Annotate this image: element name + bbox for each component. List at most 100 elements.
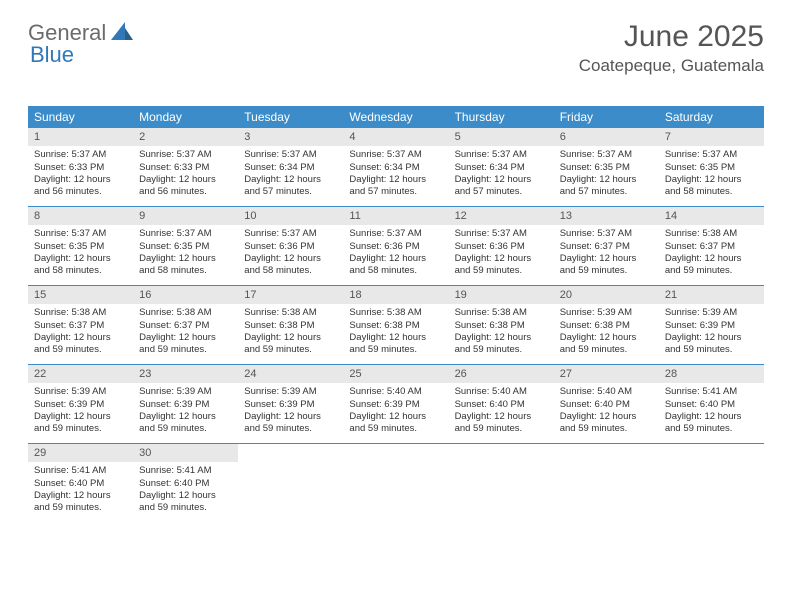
detail-line: Sunrise: 5:37 AM (34, 228, 127, 240)
day-cell: 25Sunrise: 5:40 AMSunset: 6:39 PMDayligh… (343, 365, 448, 443)
detail-line: Daylight: 12 hours (455, 332, 548, 344)
detail-line: Sunset: 6:34 PM (349, 162, 442, 174)
day-details: Sunrise: 5:40 AMSunset: 6:40 PMDaylight:… (449, 383, 554, 439)
day-number: 29 (28, 444, 133, 462)
detail-line: Sunset: 6:40 PM (139, 478, 232, 490)
day-cell: 28Sunrise: 5:41 AMSunset: 6:40 PMDayligh… (659, 365, 764, 443)
detail-line: Daylight: 12 hours (34, 411, 127, 423)
detail-line: Sunset: 6:36 PM (349, 241, 442, 253)
detail-line: Daylight: 12 hours (560, 411, 653, 423)
day-number: 20 (554, 286, 659, 304)
detail-line: and 58 minutes. (139, 265, 232, 277)
week-row: 29Sunrise: 5:41 AMSunset: 6:40 PMDayligh… (28, 444, 764, 522)
detail-line: and 59 minutes. (349, 423, 442, 435)
week-row: 1Sunrise: 5:37 AMSunset: 6:33 PMDaylight… (28, 128, 764, 207)
day-details: Sunrise: 5:38 AMSunset: 6:38 PMDaylight:… (449, 304, 554, 360)
day-number: 13 (554, 207, 659, 225)
detail-line: Daylight: 12 hours (560, 332, 653, 344)
detail-line: Sunset: 6:38 PM (455, 320, 548, 332)
day-details: Sunrise: 5:39 AMSunset: 6:38 PMDaylight:… (554, 304, 659, 360)
detail-line: Sunrise: 5:40 AM (560, 386, 653, 398)
day-cell: 3Sunrise: 5:37 AMSunset: 6:34 PMDaylight… (238, 128, 343, 206)
detail-line: Daylight: 12 hours (34, 253, 127, 265)
detail-line: Sunrise: 5:39 AM (560, 307, 653, 319)
detail-line: Sunrise: 5:38 AM (455, 307, 548, 319)
day-cell: 19Sunrise: 5:38 AMSunset: 6:38 PMDayligh… (449, 286, 554, 364)
detail-line: Sunrise: 5:40 AM (349, 386, 442, 398)
detail-line: Sunrise: 5:40 AM (455, 386, 548, 398)
detail-line: and 56 minutes. (139, 186, 232, 198)
detail-line: Daylight: 12 hours (455, 253, 548, 265)
header: General June 2025 Coatepeque, Guatemala (0, 0, 792, 84)
detail-line: Daylight: 12 hours (349, 332, 442, 344)
day-details: Sunrise: 5:38 AMSunset: 6:37 PMDaylight:… (133, 304, 238, 360)
detail-line: Sunset: 6:39 PM (139, 399, 232, 411)
day-cell: 7Sunrise: 5:37 AMSunset: 6:35 PMDaylight… (659, 128, 764, 206)
detail-line: Sunrise: 5:37 AM (665, 149, 758, 161)
detail-line: Sunrise: 5:37 AM (455, 228, 548, 240)
detail-line: Daylight: 12 hours (244, 174, 337, 186)
day-cell: 1Sunrise: 5:37 AMSunset: 6:33 PMDaylight… (28, 128, 133, 206)
detail-line: Sunset: 6:36 PM (244, 241, 337, 253)
day-header-row: SundayMondayTuesdayWednesdayThursdayFrid… (28, 106, 764, 128)
detail-line: Daylight: 12 hours (665, 253, 758, 265)
day-number: 7 (659, 128, 764, 146)
day-number: 1 (28, 128, 133, 146)
detail-line: Daylight: 12 hours (349, 253, 442, 265)
detail-line: Sunset: 6:34 PM (455, 162, 548, 174)
day-cell: 8Sunrise: 5:37 AMSunset: 6:35 PMDaylight… (28, 207, 133, 285)
detail-line: Daylight: 12 hours (455, 411, 548, 423)
detail-line: Sunrise: 5:37 AM (560, 228, 653, 240)
detail-line: Daylight: 12 hours (244, 332, 337, 344)
detail-line: Daylight: 12 hours (139, 490, 232, 502)
detail-line: Sunrise: 5:38 AM (349, 307, 442, 319)
day-number: 9 (133, 207, 238, 225)
detail-line: Daylight: 12 hours (34, 174, 127, 186)
detail-line: Sunrise: 5:39 AM (34, 386, 127, 398)
day-number: 27 (554, 365, 659, 383)
day-details: Sunrise: 5:37 AMSunset: 6:36 PMDaylight:… (449, 225, 554, 281)
day-cell: 21Sunrise: 5:39 AMSunset: 6:39 PMDayligh… (659, 286, 764, 364)
detail-line: and 58 minutes. (665, 186, 758, 198)
day-cell: 23Sunrise: 5:39 AMSunset: 6:39 PMDayligh… (133, 365, 238, 443)
day-number: 26 (449, 365, 554, 383)
detail-line: Sunset: 6:38 PM (349, 320, 442, 332)
detail-line: Sunset: 6:40 PM (560, 399, 653, 411)
detail-line: and 59 minutes. (139, 344, 232, 356)
empty-cell (343, 444, 448, 522)
logo-triangle-icon (111, 22, 133, 45)
day-cell: 4Sunrise: 5:37 AMSunset: 6:34 PMDaylight… (343, 128, 448, 206)
detail-line: Sunset: 6:37 PM (34, 320, 127, 332)
day-cell: 11Sunrise: 5:37 AMSunset: 6:36 PMDayligh… (343, 207, 448, 285)
day-cell: 10Sunrise: 5:37 AMSunset: 6:36 PMDayligh… (238, 207, 343, 285)
detail-line: Daylight: 12 hours (139, 332, 232, 344)
detail-line: and 59 minutes. (34, 502, 127, 514)
day-number: 5 (449, 128, 554, 146)
day-number: 15 (28, 286, 133, 304)
detail-line: Sunset: 6:34 PM (244, 162, 337, 174)
detail-line: and 59 minutes. (455, 265, 548, 277)
detail-line: Sunset: 6:35 PM (139, 241, 232, 253)
detail-line: Sunset: 6:37 PM (560, 241, 653, 253)
week-row: 15Sunrise: 5:38 AMSunset: 6:37 PMDayligh… (28, 286, 764, 365)
detail-line: Daylight: 12 hours (665, 332, 758, 344)
day-details: Sunrise: 5:37 AMSunset: 6:37 PMDaylight:… (554, 225, 659, 281)
day-number: 19 (449, 286, 554, 304)
day-header: Wednesday (343, 106, 448, 128)
day-cell: 14Sunrise: 5:38 AMSunset: 6:37 PMDayligh… (659, 207, 764, 285)
detail-line: Daylight: 12 hours (349, 411, 442, 423)
calendar: SundayMondayTuesdayWednesdayThursdayFrid… (0, 106, 792, 522)
day-number: 2 (133, 128, 238, 146)
detail-line: Sunrise: 5:37 AM (455, 149, 548, 161)
detail-line: and 59 minutes. (349, 344, 442, 356)
day-number: 3 (238, 128, 343, 146)
day-details: Sunrise: 5:39 AMSunset: 6:39 PMDaylight:… (238, 383, 343, 439)
detail-line: Daylight: 12 hours (560, 253, 653, 265)
detail-line: and 59 minutes. (665, 265, 758, 277)
day-details: Sunrise: 5:38 AMSunset: 6:37 PMDaylight:… (28, 304, 133, 360)
detail-line: and 59 minutes. (665, 344, 758, 356)
day-cell: 15Sunrise: 5:38 AMSunset: 6:37 PMDayligh… (28, 286, 133, 364)
detail-line: Daylight: 12 hours (139, 253, 232, 265)
detail-line: Sunrise: 5:38 AM (665, 228, 758, 240)
detail-line: Sunrise: 5:37 AM (244, 228, 337, 240)
